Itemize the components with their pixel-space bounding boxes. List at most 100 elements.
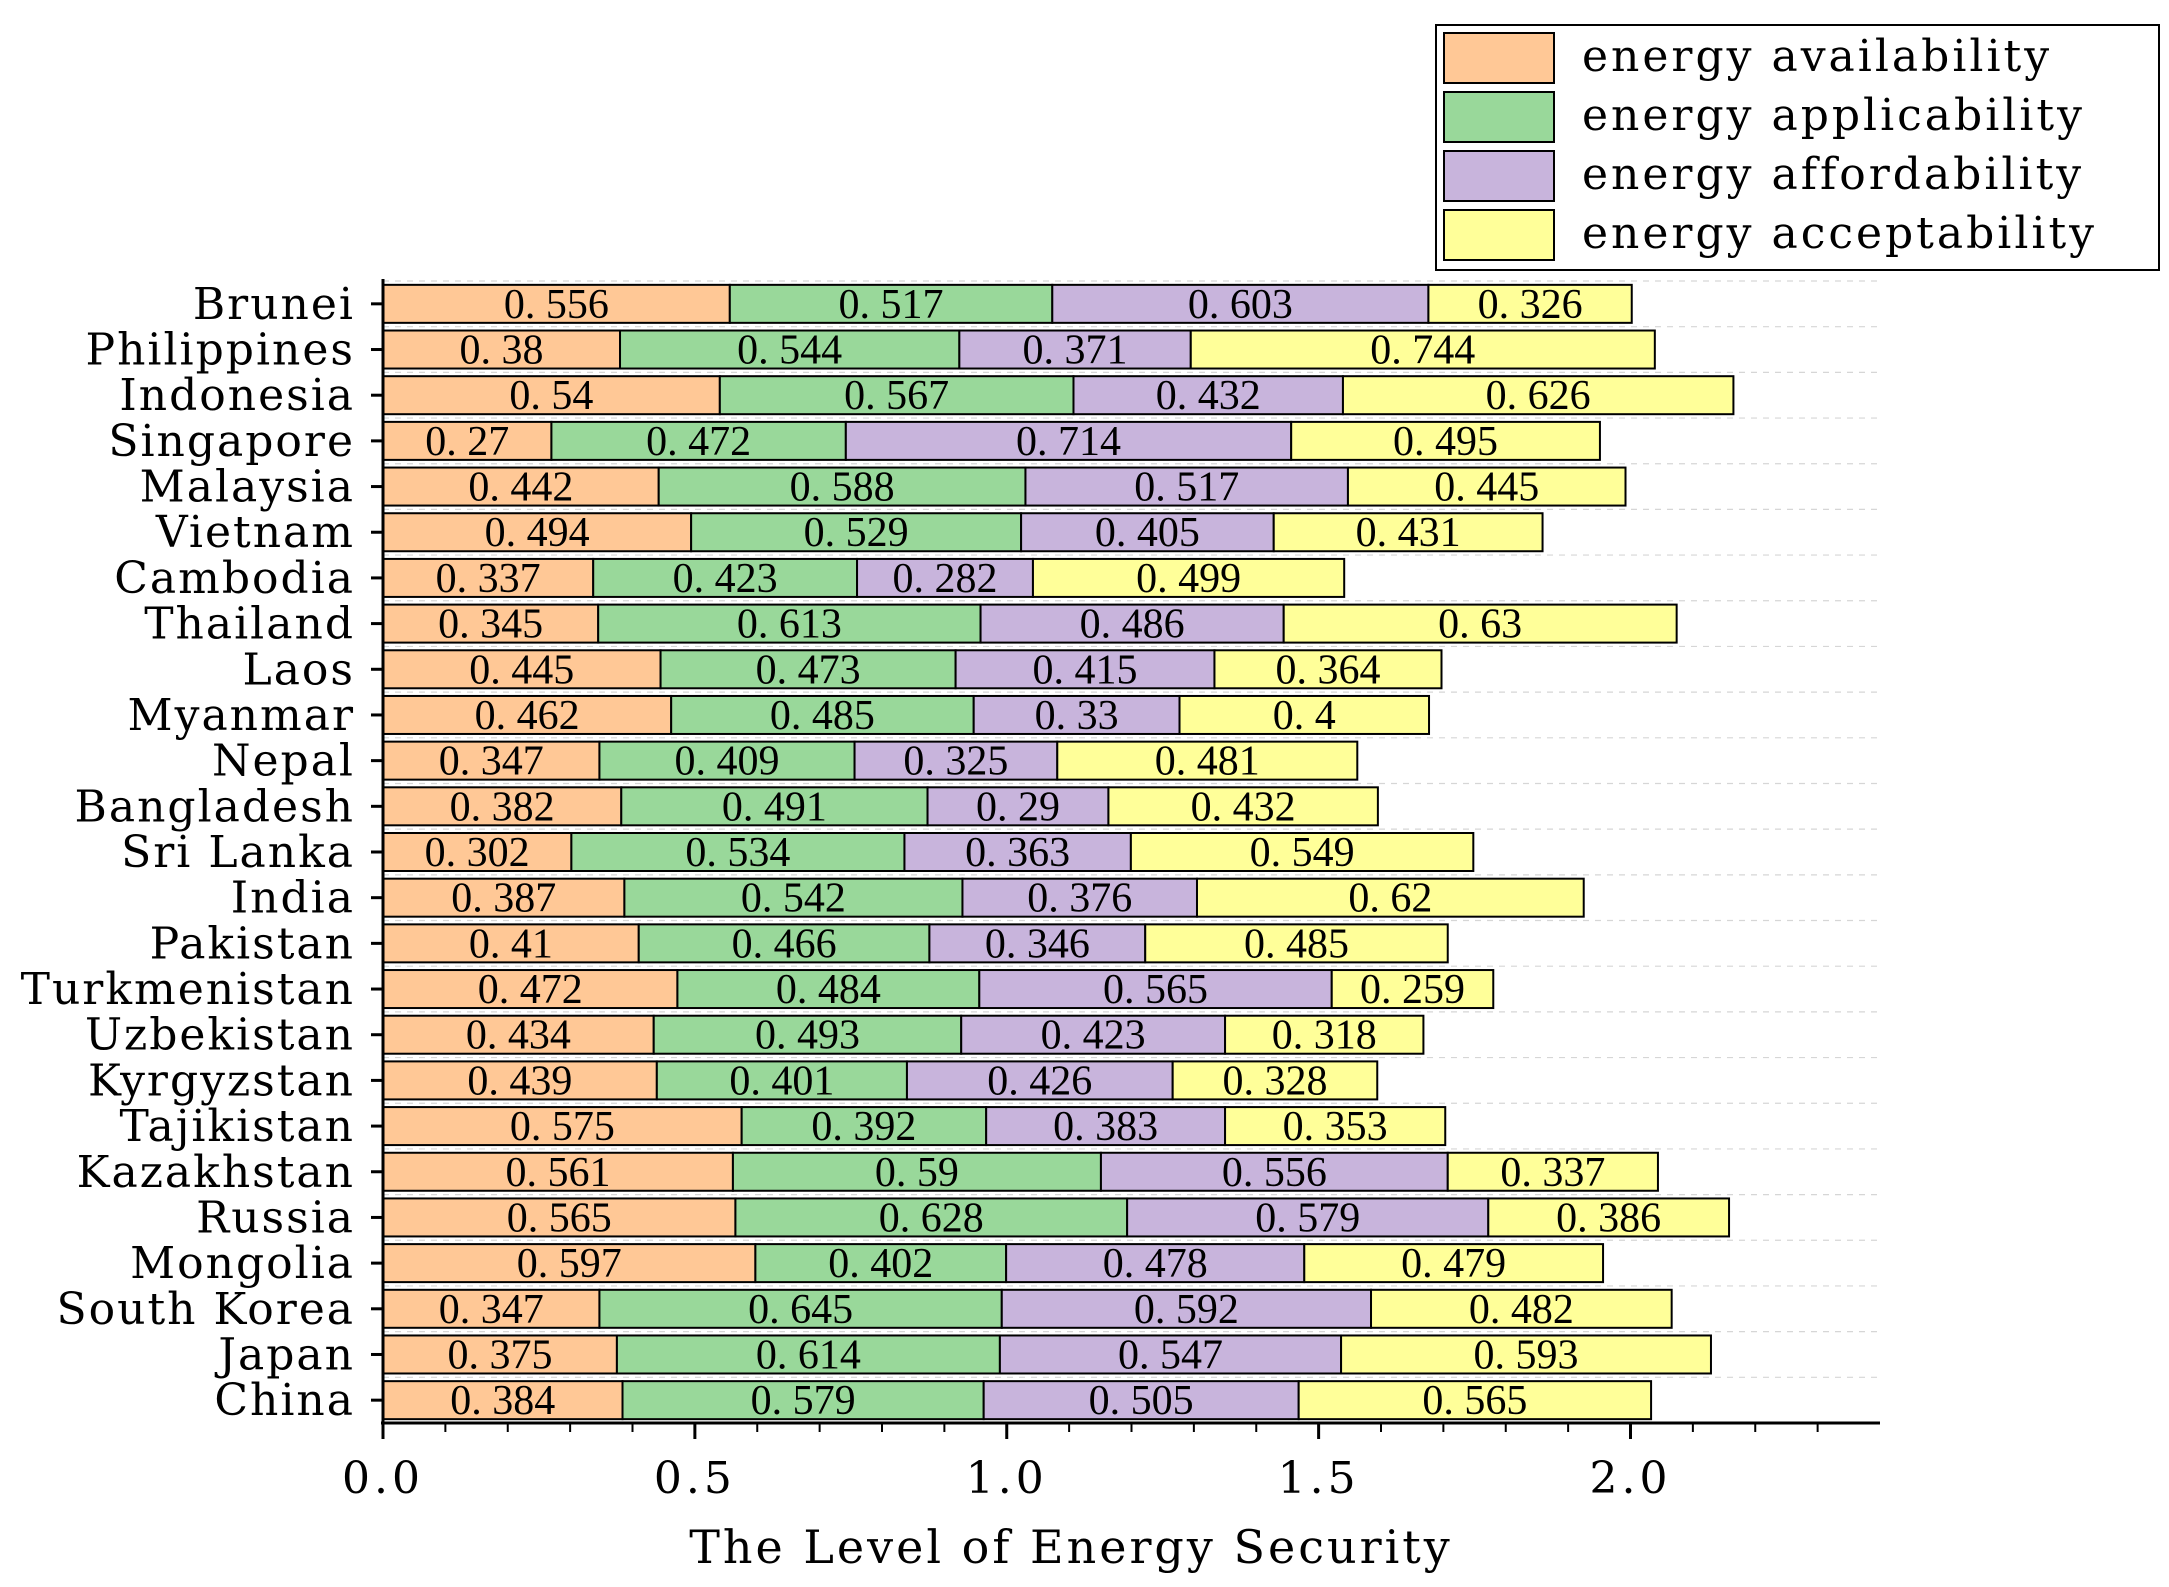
- data-label: 0. 744: [1370, 328, 1475, 374]
- bar-energy-availability-vietnam: [382, 512, 693, 553]
- data-label: 0. 363: [965, 830, 1070, 876]
- category-label-bangladesh: Bangladesh: [75, 781, 356, 832]
- bar-energy-acceptability-bangladesh: [1107, 786, 1379, 827]
- data-label: 0. 409: [674, 739, 779, 785]
- data-label: 0. 462: [475, 693, 580, 739]
- bar-energy-availability-china: [382, 1380, 624, 1421]
- bar-energy-affordability-south-korea: [1000, 1288, 1373, 1329]
- bar-row-indonesia: 0. 54 0. 567 0. 432 0. 626: [382, 373, 1735, 419]
- bar-row-cambodia: 0. 337 0. 423 0. 282 0. 499: [382, 556, 1346, 602]
- data-label: 0. 534: [685, 830, 790, 876]
- bar-energy-affordability-malaysia: [1024, 466, 1349, 507]
- data-label: 0. 415: [1033, 647, 1138, 693]
- data-label: 0. 432: [1191, 784, 1296, 830]
- data-label: 0. 575: [510, 1104, 615, 1150]
- x-axis-title: The Level of Energy Security: [689, 1520, 1453, 1574]
- category-label-laos: Laos: [242, 644, 355, 695]
- data-label: 0. 472: [646, 419, 751, 465]
- legend-label: energy availability: [1582, 31, 2052, 82]
- bar-energy-affordability-china: [982, 1380, 1300, 1421]
- bar-energy-applicability-cambodia: [592, 557, 859, 598]
- data-label: 0. 614: [756, 1332, 861, 1378]
- data-label: 0. 485: [770, 693, 875, 739]
- bar-row-kyrgyzstan: 0. 439 0. 401 0. 426 0. 328: [382, 1058, 1379, 1104]
- category-label-brunei: Brunei: [193, 279, 355, 330]
- data-label: 0. 499: [1136, 556, 1241, 602]
- category-label-mongolia: Mongolia: [130, 1238, 355, 1289]
- data-label: 0. 491: [722, 784, 827, 830]
- data-label: 0. 544: [737, 328, 842, 374]
- data-label: 0. 346: [985, 921, 1090, 967]
- legend-item-energy-availability: energy availability: [1443, 31, 2052, 84]
- bar-energy-acceptability-laos: [1213, 649, 1443, 690]
- bar-energy-applicability-turkmenistan: [676, 969, 981, 1010]
- bar-energy-acceptability-uzbekistan: [1224, 1014, 1425, 1055]
- data-label: 0. 645: [748, 1287, 853, 1333]
- bar-row-laos: 0. 445 0. 473 0. 415 0. 364: [382, 647, 1443, 693]
- data-label: 0. 387: [451, 876, 556, 922]
- bar-energy-acceptability-thailand: [1282, 603, 1678, 644]
- data-label: 0. 547: [1118, 1332, 1223, 1378]
- bar-energy-affordability-vietnam: [1020, 512, 1275, 553]
- bar-energy-affordability-turkmenistan: [978, 969, 1333, 1010]
- data-label: 0. 33: [1035, 693, 1119, 739]
- category-label-japan: Japan: [214, 1329, 355, 1380]
- bar-row-tajikistan: 0. 575 0. 392 0. 383 0. 353: [382, 1104, 1447, 1150]
- bar-energy-affordability-nepal: [853, 740, 1059, 781]
- x-tick-label: 0.0: [342, 1453, 424, 1504]
- data-label: 0. 445: [469, 647, 574, 693]
- bar-row-pakistan: 0. 41 0. 466 0. 346 0. 485: [382, 921, 1449, 967]
- bar-energy-affordability-indonesia: [1072, 375, 1344, 416]
- data-label: 0. 4: [1273, 693, 1336, 739]
- bar-energy-acceptability-philippines: [1189, 329, 1656, 370]
- bar-row-china: 0. 384 0. 579 0. 505 0. 565: [382, 1378, 1653, 1424]
- bar-energy-acceptability-russia: [1487, 1197, 1731, 1238]
- data-label: 0. 41: [469, 921, 553, 967]
- data-label: 0. 402: [828, 1241, 933, 1287]
- data-label: 0. 434: [466, 1013, 571, 1059]
- legend-item-energy-affordability: energy affordability: [1443, 149, 2081, 202]
- bar-energy-applicability-malaysia: [657, 466, 1027, 507]
- legend-swatch: [1443, 209, 1555, 261]
- data-label: 0. 567: [844, 373, 949, 419]
- data-label: 0. 549: [1250, 830, 1355, 876]
- bar-row-myanmar: 0. 462 0. 485 0. 33 0. 4: [382, 693, 1431, 739]
- data-label: 0. 556: [1222, 1150, 1327, 1196]
- data-label: 0. 371: [1023, 328, 1128, 374]
- category-label-uzbekistan: Uzbekistan: [85, 1010, 355, 1061]
- bar-energy-availability-russia: [382, 1197, 737, 1238]
- bar-energy-acceptability-kazakhstan: [1446, 1151, 1659, 1192]
- data-label: 0. 325: [903, 739, 1008, 785]
- bar-energy-affordability-sri-lanka: [903, 832, 1132, 872]
- data-label: 0. 579: [1255, 1195, 1360, 1241]
- bar-energy-acceptability-mongolia: [1303, 1243, 1605, 1284]
- bar-row-thailand: 0. 345 0. 613 0. 486 0. 63: [382, 602, 1678, 648]
- data-label: 0. 302: [425, 830, 530, 876]
- data-label: 0. 345: [438, 602, 543, 648]
- data-label: 0. 613: [737, 602, 842, 648]
- bar-energy-acceptability-sri-lanka: [1129, 832, 1475, 872]
- bar-energy-acceptability-myanmar: [1178, 694, 1431, 735]
- category-label-turkmenistan: Turkmenistan: [21, 964, 355, 1015]
- bar-row-japan: 0. 375 0. 614 0. 547 0. 593: [382, 1332, 1712, 1378]
- bar-energy-affordability-pakistan: [928, 923, 1147, 964]
- bar-energy-acceptability-china: [1297, 1380, 1653, 1421]
- bar-energy-acceptability-tajikistan: [1224, 1106, 1447, 1147]
- bar-row-india: 0. 387 0. 542 0. 376 0. 62: [382, 876, 1585, 922]
- data-label: 0. 431: [1356, 510, 1461, 556]
- x-tick-label: 1.0: [966, 1453, 1048, 1504]
- bar-energy-affordability-tajikistan: [985, 1106, 1227, 1147]
- bar-energy-availability-cambodia: [382, 557, 595, 598]
- category-label-china: China: [214, 1375, 355, 1426]
- bar-energy-acceptability-vietnam: [1272, 512, 1544, 553]
- category-label-malaysia: Malaysia: [140, 462, 355, 513]
- bar-energy-acceptability-cambodia: [1031, 557, 1346, 598]
- data-label: 0. 628: [879, 1195, 984, 1241]
- bar-row-nepal: 0. 347 0. 409 0. 325 0. 481: [382, 739, 1359, 785]
- data-label: 0. 439: [467, 1058, 572, 1104]
- category-label-myanmar: Myanmar: [128, 690, 355, 741]
- bar-energy-applicability-japan: [615, 1334, 1001, 1375]
- data-label: 0. 375: [447, 1332, 552, 1378]
